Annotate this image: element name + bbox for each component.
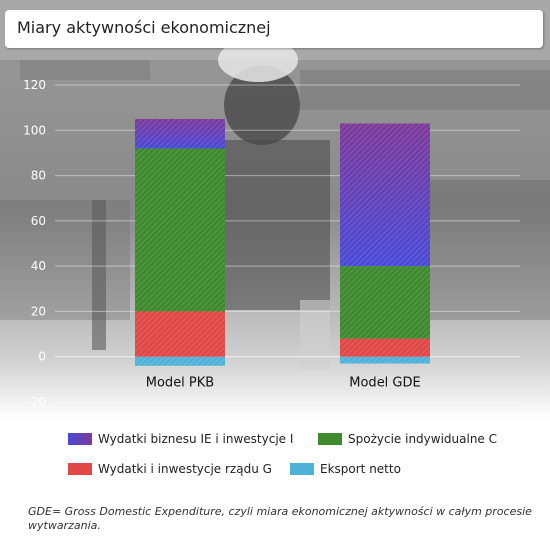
legend: Wydatki biznesu IE i inwestycje I Spożyc…	[68, 422, 497, 492]
bar-segment-texture	[135, 356, 225, 366]
legend-item: Spożycie indywidualne C	[318, 428, 497, 450]
y-tick-label: 40	[31, 259, 46, 273]
legend-swatch-government	[68, 463, 92, 475]
legend-label: Eksport netto	[320, 462, 401, 476]
y-tick-label: 100	[23, 123, 46, 137]
bar-segment-texture	[340, 338, 430, 357]
y-tick-label: 20	[31, 304, 46, 318]
y-tick-label: 120	[23, 78, 46, 92]
bar-chart: 120 100 80 60 40 20 0 -20 Model PKB Model GDE	[23, 78, 520, 409]
y-tick-label: 0	[38, 350, 46, 364]
y-axis-ticks: 120 100 80 60 40 20 0 -20	[23, 78, 46, 409]
legend-swatch-consumption	[318, 433, 342, 445]
bars	[135, 118, 430, 366]
bar-segment-texture	[135, 118, 225, 149]
x-axis-labels: Model PKB Model GDE	[146, 376, 421, 391]
legend-item: Wydatki i inwestycje rządu G	[68, 458, 272, 480]
bar-segment-texture	[135, 148, 225, 312]
x-category-label: Model PKB	[146, 376, 214, 391]
x-category-label: Model GDE	[349, 376, 420, 391]
bar-segment-texture	[135, 311, 225, 357]
title-box: Miary aktywności ekonomicznej	[5, 10, 543, 48]
y-tick-label: -20	[26, 395, 46, 409]
legend-swatch-export	[290, 463, 314, 475]
legend-label: Wydatki i inwestycje rządu G	[98, 462, 272, 476]
bar-segment-texture	[340, 356, 430, 364]
legend-item: Eksport netto	[290, 458, 401, 480]
legend-label: Wydatki biznesu IE i inwestycje I	[98, 432, 294, 446]
legend-item: Wydatki biznesu IE i inwestycje I	[68, 428, 293, 450]
bar-segment-texture	[340, 123, 430, 267]
legend-label: Spożycie indywidualne C	[348, 432, 498, 446]
y-tick-label: 80	[31, 169, 46, 183]
legend-swatch-business	[68, 433, 92, 445]
footnote: GDE= Gross Domestic Expenditure, czyli m…	[28, 505, 532, 532]
grid-layer	[55, 84, 520, 403]
bar-segment-texture	[340, 266, 430, 339]
chart-title: Miary aktywności ekonomicznej	[17, 18, 271, 37]
y-tick-label: 60	[31, 214, 46, 228]
